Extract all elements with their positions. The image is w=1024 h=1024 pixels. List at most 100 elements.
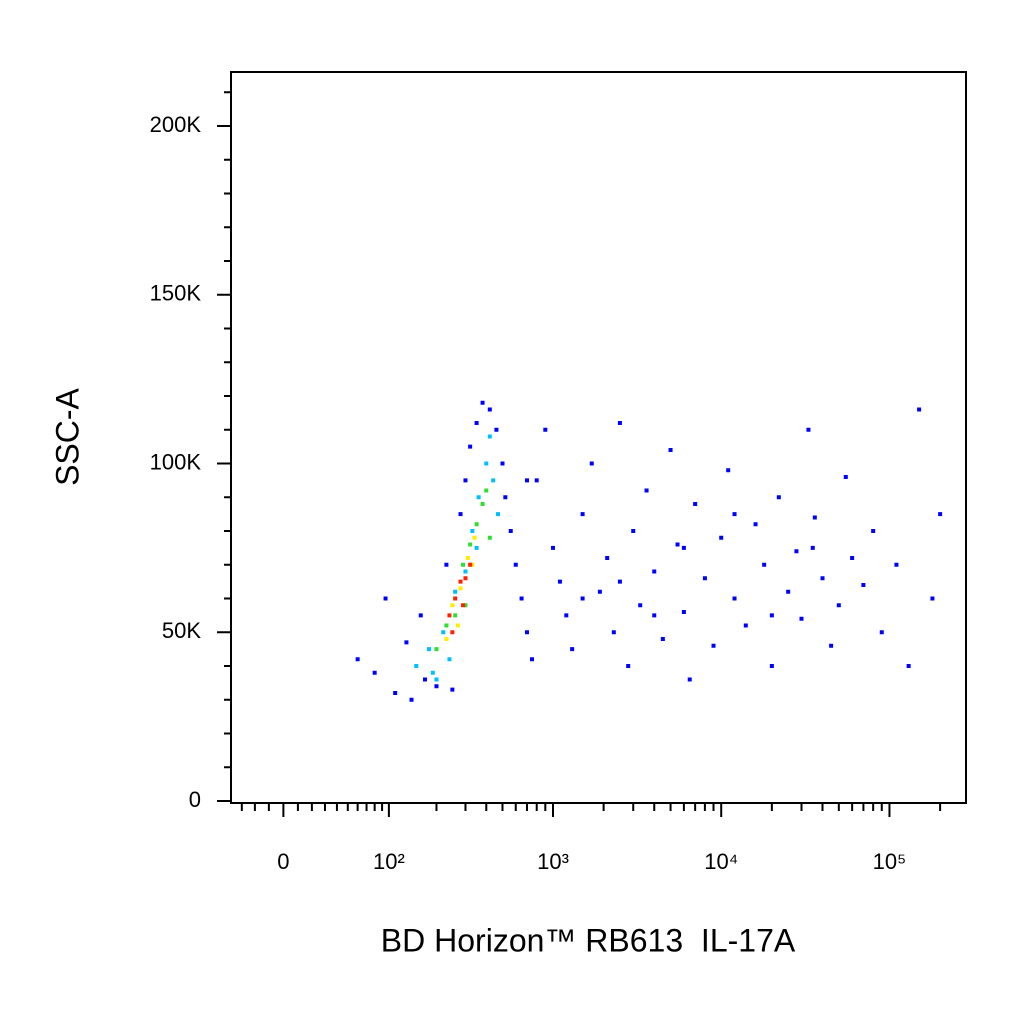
- point: [458, 512, 463, 517]
- point: [487, 434, 492, 439]
- point: [458, 586, 463, 591]
- point: [557, 579, 562, 584]
- point: [383, 596, 388, 601]
- y-tick-label: 200K: [150, 112, 202, 137]
- point: [570, 647, 575, 652]
- x-tick-label: 10³: [537, 849, 569, 874]
- x-axis-label: BD Horizon™ RB613 IL-17A: [381, 922, 796, 958]
- point: [427, 647, 432, 652]
- point: [668, 448, 673, 452]
- point: [474, 545, 479, 550]
- point: [474, 522, 479, 527]
- point: [743, 623, 748, 628]
- point: [474, 421, 479, 425]
- point: [611, 630, 616, 635]
- point: [861, 583, 866, 587]
- point: [550, 545, 555, 550]
- point: [422, 677, 427, 682]
- point: [776, 495, 781, 500]
- point: [626, 664, 631, 668]
- point: [519, 596, 524, 601]
- point: [681, 610, 686, 614]
- point: [906, 664, 911, 668]
- plot-frame: [230, 71, 967, 804]
- point: [453, 596, 458, 601]
- point: [687, 677, 692, 682]
- point: [580, 596, 585, 601]
- point: [468, 444, 473, 449]
- point: [491, 478, 496, 483]
- point: [675, 542, 680, 547]
- point: [484, 488, 489, 493]
- point: [894, 562, 899, 567]
- point: [404, 640, 409, 645]
- point: [470, 529, 475, 533]
- point: [879, 630, 884, 635]
- point: [487, 535, 492, 540]
- point: [812, 515, 817, 520]
- point: [617, 579, 622, 584]
- point: [597, 589, 602, 594]
- point: [605, 556, 610, 560]
- point: [524, 630, 529, 635]
- point: [762, 562, 767, 567]
- point: [638, 603, 643, 608]
- point: [434, 647, 439, 652]
- point: [434, 677, 439, 682]
- x-tick-label: 10⁵: [873, 849, 907, 874]
- point: [631, 529, 636, 533]
- point: [453, 613, 458, 618]
- point: [494, 427, 499, 432]
- point: [769, 664, 774, 668]
- point: [753, 522, 758, 527]
- point: [524, 478, 529, 483]
- point: [465, 556, 470, 560]
- point: [463, 576, 468, 581]
- point: [644, 488, 649, 493]
- point: [589, 461, 594, 466]
- point: [850, 556, 855, 560]
- point: [463, 603, 468, 608]
- x-tick-label: 10⁴: [704, 849, 738, 874]
- point: [508, 529, 513, 533]
- point: [513, 562, 518, 567]
- point: [617, 421, 622, 425]
- x-tick-label: 0: [277, 849, 289, 874]
- point: [580, 512, 585, 517]
- point: [843, 475, 848, 479]
- point: [652, 613, 657, 618]
- point: [810, 545, 815, 550]
- point: [468, 562, 473, 567]
- point: [495, 512, 500, 517]
- point: [487, 407, 492, 412]
- point: [806, 427, 811, 432]
- point: [434, 684, 439, 689]
- point: [480, 400, 485, 405]
- y-tick-label: 50K: [162, 618, 201, 643]
- point: [372, 670, 377, 675]
- point: [543, 427, 548, 432]
- point: [786, 589, 791, 594]
- x-tick-label: 10²: [373, 849, 405, 874]
- point: [472, 535, 477, 540]
- point: [726, 468, 731, 473]
- point: [702, 576, 707, 581]
- point: [444, 637, 449, 641]
- point: [458, 579, 463, 584]
- point: [470, 562, 475, 567]
- point: [444, 562, 449, 567]
- point: [820, 576, 825, 581]
- point: [418, 613, 423, 618]
- point: [450, 687, 455, 692]
- point: [719, 535, 724, 540]
- point: [564, 613, 569, 618]
- point: [476, 495, 481, 500]
- y-tick-label: 100K: [150, 449, 202, 474]
- point: [681, 545, 686, 550]
- point: [450, 630, 455, 635]
- point: [799, 616, 804, 621]
- point: [447, 613, 452, 618]
- point: [836, 603, 841, 608]
- point: [453, 589, 458, 594]
